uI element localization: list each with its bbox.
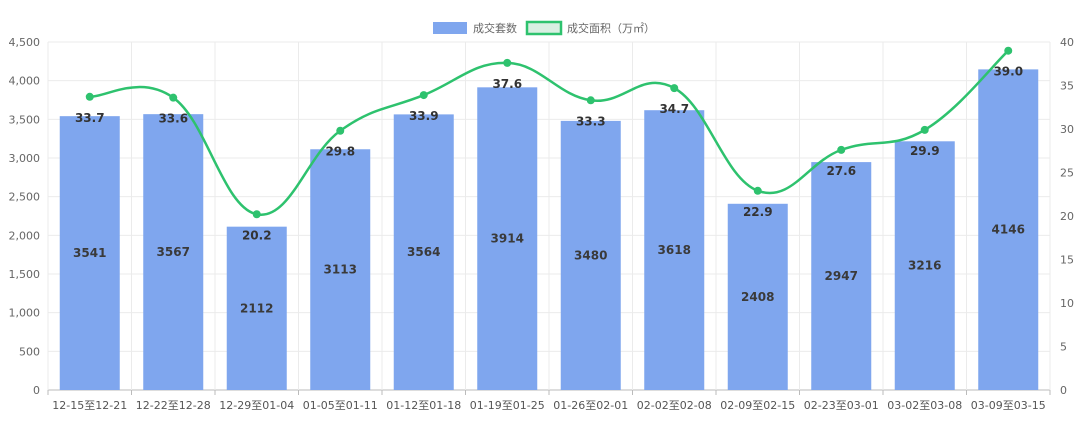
gridlines — [47, 41, 1051, 391]
line-value-label: 27.6 — [826, 164, 856, 178]
y-left-tick-label: 1,000 — [9, 307, 41, 320]
y-left-tick-label: 4,500 — [9, 36, 41, 49]
y-left-tick-label: 0 — [33, 384, 40, 397]
bar — [310, 149, 371, 390]
x-tick-label: 02-09至02-15 — [720, 399, 795, 412]
x-tick-label: 12-22至12-28 — [136, 399, 211, 412]
legend-line-label: 成交面积（万㎡） — [567, 21, 655, 35]
bar-value-label: 3567 — [157, 245, 190, 259]
y-left-tick-label: 2,500 — [9, 191, 41, 204]
line-point — [670, 84, 679, 93]
line-point — [586, 96, 595, 105]
line-value-label: 22.9 — [743, 205, 773, 219]
bar-value-label: 3541 — [73, 246, 106, 260]
line-value-label: 34.7 — [659, 102, 689, 116]
y-right-tick-label: 25 — [1060, 167, 1074, 180]
y-right-tick-label: 10 — [1060, 297, 1074, 310]
y-left-tick-label: 500 — [19, 345, 40, 358]
bar — [143, 114, 204, 390]
x-tick-label: 01-26至02-01 — [553, 399, 628, 412]
bar-value-label: 3113 — [324, 263, 357, 277]
data-labels: 3541 3567 2112 3113 3564 3914 3480 3618 2408 2947… — [73, 65, 1025, 316]
bar-value-label: 3216 — [908, 259, 941, 273]
bar-value-label: 2408 — [741, 290, 774, 304]
bar-series — [59, 69, 1039, 391]
bar — [811, 162, 872, 390]
y-right-tick-label: 15 — [1060, 254, 1074, 267]
y-left-tick-label: 2,000 — [9, 229, 41, 242]
line-point — [252, 210, 261, 219]
line-point — [419, 91, 428, 100]
y-right-tick-label: 40 — [1060, 36, 1074, 49]
x-tick-label: 03-02至03-08 — [887, 399, 962, 412]
x-tick-label: 02-02至02-08 — [637, 399, 712, 412]
y-left-tick-label: 3,000 — [9, 152, 41, 165]
line-value-label: 39.0 — [993, 65, 1023, 79]
y-left-tick-label: 4,000 — [9, 75, 41, 88]
bar — [978, 69, 1039, 390]
line-value-label: 37.6 — [492, 77, 522, 91]
x-tick-label: 02-23至03-01 — [804, 399, 879, 412]
bar — [59, 116, 120, 391]
y-right-tick-label: 35 — [1060, 80, 1074, 93]
y-right-tick-label: 20 — [1060, 210, 1074, 223]
bar-value-label: 3564 — [407, 245, 440, 259]
line-point — [85, 92, 94, 101]
x-tick-label: 12-29至01-04 — [219, 399, 294, 412]
x-tick-label: 12-15至12-21 — [52, 399, 127, 412]
line-point — [1004, 46, 1013, 55]
x-tick-label: 03-09至03-15 — [971, 399, 1046, 412]
bar-value-label: 2947 — [825, 269, 858, 283]
line-point — [920, 125, 929, 134]
line-point — [503, 58, 512, 67]
legend-line-swatch — [525, 20, 563, 36]
bar — [560, 120, 621, 390]
bar-value-label: 3480 — [574, 248, 607, 262]
line-value-label: 33.7 — [75, 111, 105, 125]
line-value-label: 29.9 — [910, 144, 940, 158]
bar — [727, 203, 788, 390]
line-value-label: 33.9 — [409, 109, 439, 123]
line-value-label: 33.6 — [158, 112, 188, 126]
line-point — [753, 186, 762, 195]
bar-value-label: 3618 — [658, 243, 691, 257]
line-point — [336, 126, 345, 135]
y-left-tick-label: 3,500 — [9, 113, 41, 126]
y-right-tick-label: 5 — [1060, 341, 1067, 354]
bar — [393, 114, 454, 390]
bar — [226, 226, 287, 390]
legend-bar-label: 成交套数 — [473, 21, 517, 35]
line-value-label: 20.2 — [242, 228, 272, 242]
legend: 成交套数 成交面积（万㎡） — [433, 20, 655, 36]
x-tick-label: 01-05至01-11 — [303, 399, 378, 412]
bar-value-label: 2112 — [240, 301, 273, 315]
line-series — [85, 46, 1013, 219]
bar — [644, 110, 705, 390]
line-value-label: 33.3 — [576, 114, 606, 128]
y-right-tick-label: 30 — [1060, 123, 1074, 136]
bar — [894, 141, 955, 390]
y-right-tick-label: 0 — [1060, 384, 1067, 397]
line-point — [169, 93, 178, 102]
line-value-label: 29.8 — [325, 145, 355, 159]
axes: 0 500 1,000 1,500 2,000 2,500 3,000 3,500 4,000 4… — [9, 36, 1075, 412]
bar-value-label: 4146 — [992, 223, 1025, 237]
x-tick-label: 01-19至01-25 — [470, 399, 545, 412]
legend-bar-swatch — [433, 22, 467, 34]
bar-value-label: 3914 — [491, 232, 524, 246]
bar — [477, 87, 538, 391]
y-left-tick-label: 1,500 — [9, 268, 41, 281]
line-point — [837, 145, 846, 154]
x-tick-label: 01-12至01-18 — [386, 399, 461, 412]
